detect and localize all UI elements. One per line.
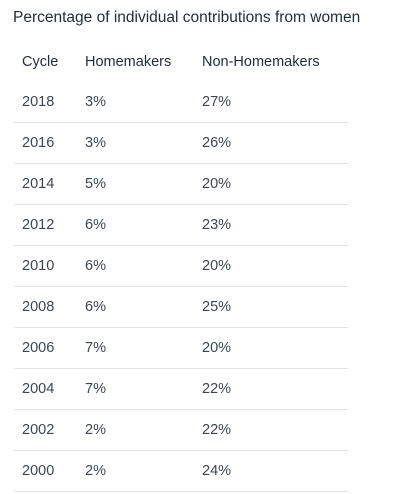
table-row: 2006 7% 20% bbox=[14, 327, 348, 369]
non-homemakers-cell: 24% bbox=[202, 450, 348, 492]
column-header-cycle: Cycle bbox=[22, 54, 59, 70]
non-homemakers-cell: 22% bbox=[202, 368, 348, 410]
table-title: Percentage of individual contributions f… bbox=[13, 9, 361, 26]
non-homemakers-cell: 20% bbox=[202, 163, 348, 205]
table-row: 2000 2% 24% bbox=[14, 450, 348, 492]
contributions-table: Cycle Homemakers Non-Homemakers 2018 3% … bbox=[14, 42, 348, 492]
table-body: 2018 3% 27% 2016 3% 26% 2014 5% 20% 2012… bbox=[14, 82, 348, 492]
homemakers-cell: 3% bbox=[85, 82, 202, 123]
header-row: Cycle Homemakers Non-Homemakers bbox=[14, 42, 348, 82]
non-homemakers-cell: 22% bbox=[202, 409, 348, 451]
non-homemakers-cell: 26% bbox=[202, 122, 348, 164]
cycle-cell: 2018 bbox=[14, 82, 85, 123]
homemakers-cell: 3% bbox=[85, 122, 202, 164]
table-row: 2004 7% 22% bbox=[14, 368, 348, 410]
table-row: 2012 6% 23% bbox=[14, 204, 348, 246]
table-row: 2008 6% 25% bbox=[14, 286, 348, 328]
non-homemakers-cell: 25% bbox=[202, 286, 348, 328]
table-row: 2016 3% 26% bbox=[14, 122, 348, 164]
column-header-non-homemakers: Non-Homemakers bbox=[202, 54, 320, 70]
cycle-cell: 2010 bbox=[14, 245, 85, 287]
table-row: 2014 5% 20% bbox=[14, 163, 348, 205]
cycle-cell: 2014 bbox=[14, 163, 85, 205]
homemakers-cell: 5% bbox=[85, 163, 202, 205]
table-row: 2018 3% 27% bbox=[14, 82, 348, 123]
homemakers-cell: 2% bbox=[85, 409, 202, 451]
cycle-cell: 2006 bbox=[14, 327, 85, 369]
cycle-cell: 2012 bbox=[14, 204, 85, 246]
non-homemakers-cell: 20% bbox=[202, 245, 348, 287]
cycle-cell: 2002 bbox=[14, 409, 85, 451]
homemakers-cell: 6% bbox=[85, 286, 202, 328]
table-row: 2010 6% 20% bbox=[14, 245, 348, 287]
table-row: 2002 2% 22% bbox=[14, 409, 348, 451]
homemakers-cell: 6% bbox=[85, 245, 202, 287]
cycle-cell: 2004 bbox=[14, 368, 85, 410]
cycle-cell: 2000 bbox=[14, 450, 85, 492]
non-homemakers-cell: 23% bbox=[202, 204, 348, 246]
homemakers-cell: 7% bbox=[85, 327, 202, 369]
non-homemakers-cell: 20% bbox=[202, 327, 348, 369]
homemakers-cell: 7% bbox=[85, 368, 202, 410]
column-header-homemakers: Homemakers bbox=[85, 54, 172, 70]
cycle-cell: 2016 bbox=[14, 122, 85, 164]
non-homemakers-cell: 27% bbox=[202, 82, 348, 123]
homemakers-cell: 6% bbox=[85, 204, 202, 246]
homemakers-cell: 2% bbox=[85, 450, 202, 492]
cycle-cell: 2008 bbox=[14, 286, 85, 328]
